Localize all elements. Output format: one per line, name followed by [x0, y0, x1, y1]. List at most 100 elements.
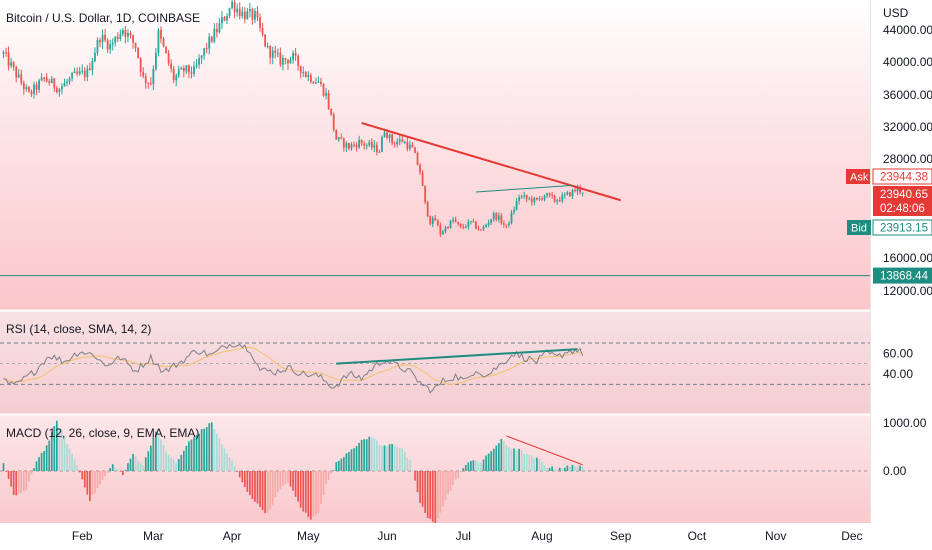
price-axis-area[interactable]	[870, 0, 932, 523]
candle-body	[581, 192, 584, 194]
macd-bar	[142, 465, 145, 471]
candle-body	[292, 53, 294, 60]
symbol-title[interactable]: Bitcoin / U.S. Dollar, 1D, COINBASE	[6, 11, 200, 25]
pattern-line[interactable]	[475, 184, 573, 193]
candle	[434, 215, 437, 221]
candle-body	[363, 143, 366, 146]
candle	[71, 71, 73, 82]
candle-body	[40, 77, 43, 81]
candle-body	[266, 45, 269, 47]
candle-body	[538, 198, 541, 200]
candle	[279, 47, 282, 67]
candle	[170, 59, 173, 73]
macd-title[interactable]: MACD (12, 26, close, 9, EMA, EMA)	[6, 426, 199, 440]
candle	[292, 50, 294, 64]
candle	[505, 224, 508, 229]
candle	[500, 213, 503, 225]
candle-body	[213, 28, 216, 42]
macd-bar	[508, 447, 510, 471]
macd-bar	[434, 471, 437, 523]
candle	[299, 65, 302, 79]
candle-body	[259, 17, 261, 28]
time-tick-label: Feb	[72, 529, 93, 543]
rsi-series	[0, 342, 870, 394]
candle-body	[116, 36, 119, 39]
candle	[259, 13, 261, 32]
candle-body	[53, 78, 56, 88]
candle	[510, 210, 513, 225]
macd-bar	[228, 457, 231, 471]
candle	[282, 54, 284, 71]
macd-bar	[20, 471, 23, 493]
time-tick-label: Aug	[531, 529, 552, 543]
candle-body	[393, 143, 396, 145]
macd-bar	[48, 440, 51, 471]
candle-body	[73, 71, 76, 74]
candle	[185, 65, 188, 75]
candle	[391, 133, 394, 146]
candle-body	[553, 195, 556, 202]
macd-bar	[55, 420, 58, 471]
candle-body	[142, 71, 145, 77]
candle	[45, 73, 48, 83]
candle	[248, 2, 251, 18]
candle-body	[45, 77, 48, 82]
macd-bar	[365, 439, 368, 471]
candle	[215, 22, 218, 38]
rsi-title[interactable]: RSI (14, close, SMA, 14, 2)	[6, 322, 151, 336]
currency-label: USD	[883, 6, 909, 20]
candle-body	[541, 198, 543, 200]
candle-body	[269, 45, 272, 58]
candle	[513, 206, 515, 215]
candle	[208, 33, 211, 55]
candle-body	[485, 224, 487, 227]
candle-body	[94, 53, 96, 61]
candle-body	[508, 223, 510, 226]
candle	[393, 141, 396, 148]
candle-body	[467, 221, 470, 228]
candle-body	[543, 195, 546, 200]
rsi-divergence-line[interactable]	[336, 348, 578, 365]
candle	[411, 141, 414, 148]
macd-bar	[119, 471, 122, 472]
rsi-pane[interactable]	[0, 311, 870, 414]
price-pane[interactable]	[0, 0, 870, 310]
candle	[350, 142, 353, 151]
macd-bar	[376, 440, 378, 471]
candle	[246, 7, 249, 20]
candle-body	[304, 72, 307, 78]
macd-bar	[170, 457, 172, 471]
candle	[213, 23, 216, 44]
macd-divergence-line[interactable]	[506, 435, 583, 466]
macd-bar	[22, 471, 25, 492]
candle	[58, 87, 61, 97]
candle-body	[149, 83, 152, 85]
candle	[38, 78, 40, 93]
candle-body	[335, 129, 338, 140]
macd-bar	[180, 454, 183, 471]
candle-body	[419, 164, 421, 173]
candle	[73, 67, 76, 74]
candle	[536, 197, 538, 201]
candle-body	[48, 81, 51, 84]
candle	[294, 48, 297, 61]
candle	[180, 66, 183, 70]
macd-bar	[86, 471, 89, 495]
macd-bar	[89, 471, 91, 502]
macd-bar	[343, 457, 345, 471]
candle	[518, 194, 521, 205]
candle	[238, 2, 241, 20]
candle	[66, 78, 68, 87]
macd-bar	[518, 448, 520, 471]
candle-body	[414, 147, 416, 154]
candle	[269, 45, 272, 65]
candle	[22, 80, 25, 95]
time-axis-area[interactable]	[0, 523, 932, 550]
macd-bar	[421, 471, 424, 507]
macd-bar	[525, 454, 528, 471]
macd-bar	[459, 471, 462, 472]
resistance-trendline[interactable]	[361, 122, 622, 202]
candle-body	[30, 91, 33, 95]
candle	[497, 212, 500, 223]
